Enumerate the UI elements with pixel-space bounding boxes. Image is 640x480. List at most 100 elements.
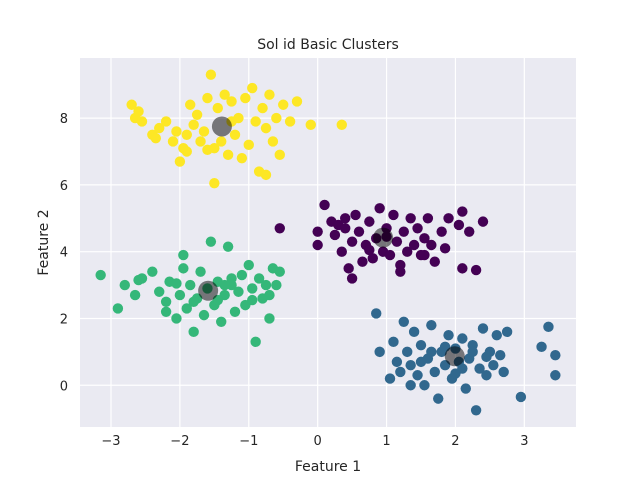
data-point bbox=[364, 216, 375, 227]
data-point bbox=[474, 363, 485, 374]
data-point bbox=[178, 263, 189, 274]
x-tick-label: 1 bbox=[382, 434, 390, 449]
data-point bbox=[312, 239, 323, 251]
data-point bbox=[419, 249, 430, 261]
data-point bbox=[515, 391, 527, 403]
data-point bbox=[267, 136, 279, 147]
data-point bbox=[336, 246, 347, 257]
data-point bbox=[222, 241, 234, 252]
data-point bbox=[350, 209, 361, 221]
data-point bbox=[374, 346, 385, 358]
data-point bbox=[477, 216, 489, 227]
data-point bbox=[257, 102, 268, 114]
data-point bbox=[181, 303, 192, 314]
data-point bbox=[336, 119, 347, 130]
data-point bbox=[371, 308, 382, 319]
data-point bbox=[264, 89, 275, 100]
data-point bbox=[160, 306, 172, 317]
data-point bbox=[450, 368, 461, 379]
data-point bbox=[171, 278, 182, 289]
data-point bbox=[247, 294, 258, 306]
x-tick-label: 0 bbox=[314, 434, 322, 449]
data-point bbox=[126, 99, 137, 110]
y-tick-label: 8 bbox=[60, 112, 68, 127]
data-point bbox=[408, 239, 420, 251]
data-point bbox=[543, 321, 554, 333]
data-point bbox=[202, 144, 213, 156]
x-tick-label: −3 bbox=[101, 434, 120, 449]
data-point bbox=[436, 226, 447, 237]
data-point bbox=[243, 259, 254, 271]
data-point bbox=[136, 116, 148, 127]
data-point bbox=[154, 286, 165, 297]
data-point bbox=[229, 306, 241, 317]
data-point bbox=[550, 350, 561, 361]
data-point bbox=[171, 126, 182, 137]
data-point bbox=[319, 199, 330, 211]
data-point bbox=[250, 116, 261, 127]
data-point bbox=[488, 360, 499, 371]
data-point bbox=[367, 253, 378, 264]
x-tick-label: −1 bbox=[239, 434, 258, 449]
data-point bbox=[391, 236, 403, 247]
data-point bbox=[150, 132, 161, 144]
chart-title: Sol id Basic Clusters bbox=[257, 37, 399, 53]
data-point bbox=[340, 213, 351, 224]
data-point bbox=[419, 380, 430, 391]
cluster-center bbox=[444, 346, 465, 367]
data-point bbox=[457, 333, 468, 344]
data-point bbox=[412, 370, 423, 381]
data-point bbox=[453, 219, 465, 231]
data-point bbox=[160, 296, 172, 307]
data-point bbox=[364, 244, 375, 256]
data-point bbox=[250, 336, 261, 348]
data-point bbox=[398, 316, 409, 328]
data-point bbox=[412, 223, 423, 234]
x-axis-label: Feature 1 bbox=[295, 459, 361, 475]
data-point bbox=[222, 149, 234, 161]
grid bbox=[80, 58, 576, 427]
data-point bbox=[536, 341, 547, 353]
data-point bbox=[119, 279, 130, 291]
data-point bbox=[274, 149, 285, 161]
data-point bbox=[481, 351, 492, 363]
data-point bbox=[147, 266, 158, 277]
data-point bbox=[346, 273, 358, 284]
data-point bbox=[95, 269, 106, 281]
data-point bbox=[305, 119, 316, 130]
data-point bbox=[405, 213, 416, 224]
data-point bbox=[178, 249, 189, 261]
data-point bbox=[212, 102, 223, 114]
data-point bbox=[278, 99, 289, 110]
data-point bbox=[398, 226, 409, 237]
data-point bbox=[271, 279, 282, 291]
x-tick-label: 2 bbox=[451, 434, 459, 449]
data-point bbox=[219, 279, 230, 291]
data-point bbox=[402, 346, 413, 358]
data-point bbox=[470, 264, 482, 276]
x-tick-label: −2 bbox=[170, 434, 189, 449]
data-point bbox=[384, 249, 396, 261]
data-point bbox=[198, 126, 210, 137]
data-point bbox=[426, 239, 437, 251]
data-point bbox=[550, 370, 561, 381]
data-point bbox=[129, 289, 141, 301]
data-point bbox=[312, 226, 323, 237]
data-point bbox=[501, 326, 513, 338]
data-point bbox=[346, 236, 358, 247]
data-point bbox=[405, 360, 416, 371]
y-tick-label: 2 bbox=[60, 312, 68, 327]
data-point bbox=[216, 316, 227, 328]
data-point bbox=[195, 136, 206, 147]
data-point bbox=[284, 116, 296, 127]
data-point bbox=[443, 329, 454, 341]
data-point bbox=[470, 405, 482, 416]
data-point bbox=[253, 273, 265, 284]
data-point bbox=[226, 273, 237, 284]
data-point bbox=[202, 92, 213, 104]
data-point bbox=[247, 283, 258, 294]
data-point bbox=[205, 236, 217, 247]
data-point bbox=[260, 122, 272, 134]
data-point bbox=[495, 350, 506, 361]
